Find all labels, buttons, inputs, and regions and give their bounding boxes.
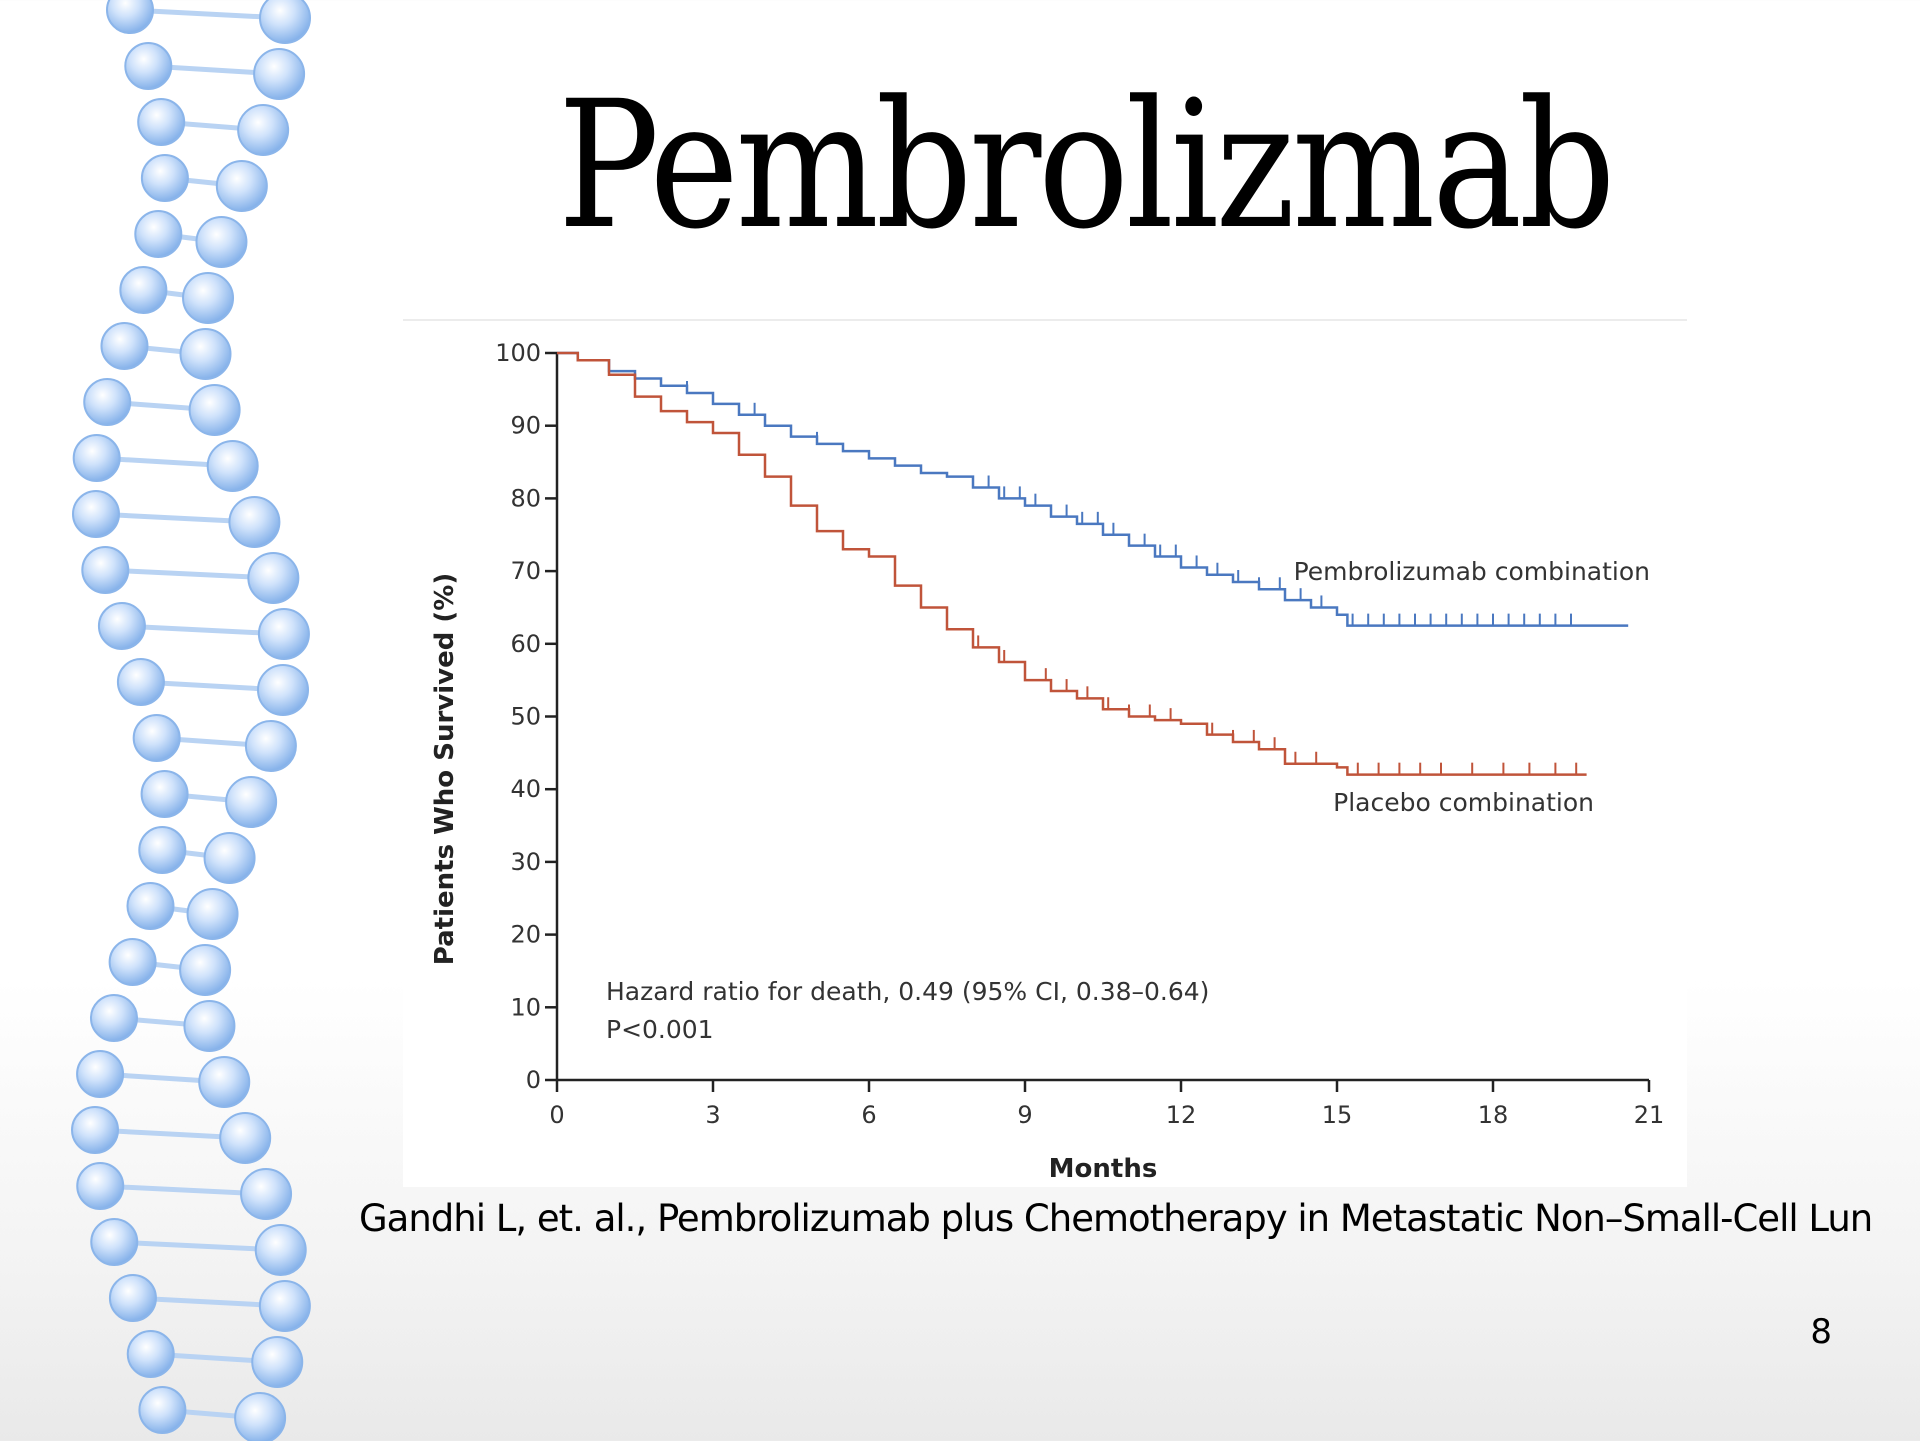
dna-node	[138, 826, 187, 874]
x-tick-label: 9	[1017, 1101, 1032, 1129]
y-tick-label: 60	[510, 630, 541, 658]
dna-node	[219, 1112, 272, 1164]
y-tick-label: 70	[510, 557, 541, 585]
dna-node	[116, 658, 165, 706]
dna-node	[140, 154, 189, 202]
x-tick-label: 0	[549, 1101, 564, 1129]
dna-node	[83, 378, 132, 426]
dna-node	[132, 714, 181, 762]
placebo-survival-curve	[557, 351, 1587, 776]
dna-rung	[105, 567, 274, 581]
y-tick-label: 40	[510, 775, 541, 803]
dna-node	[124, 42, 173, 90]
dna-node	[234, 1392, 287, 1441]
dna-node	[126, 1330, 175, 1378]
dna-node	[89, 994, 138, 1042]
x-tick-label: 3	[705, 1101, 720, 1129]
dna-node	[100, 322, 149, 370]
y-tick-label: 30	[510, 848, 541, 876]
dna-node	[106, 0, 154, 34]
dna-node	[237, 104, 290, 156]
dna-node	[126, 882, 175, 930]
hazard-ratio-annotation: Hazard ratio for death, 0.49 (95% CI, 0.…	[606, 977, 1209, 1006]
dna-node	[81, 546, 130, 594]
y-tick-label: 50	[510, 703, 541, 731]
dna-node	[188, 384, 241, 436]
dna-node	[182, 272, 235, 324]
x-axis-ticks: 0 3 6 9 12 15 18 21	[549, 1080, 1664, 1129]
dna-node	[215, 160, 268, 212]
dna-node	[179, 328, 232, 380]
pembrolizumab-series-label: Pembrolizumab combination	[1294, 557, 1650, 586]
y-tick-label: 100	[495, 339, 541, 367]
dna-node	[253, 48, 306, 100]
dna-node	[247, 552, 300, 604]
survival-chart: 0 10 20 30 40 50 60 70 80 90 100 0 3 6 9 12 15 18 21 Pati…	[430, 339, 1664, 1184]
chart-panel: 0 10 20 30 40 50 60 70 80 90 100 0 3 6 9 12 15 18 21 Pati…	[403, 319, 1687, 1187]
y-tick-label: 10	[510, 993, 541, 1021]
dna-node	[195, 216, 248, 268]
pembrolizumab-survival-curve	[557, 351, 1629, 627]
dna-node	[71, 490, 120, 538]
dna-node	[257, 664, 310, 716]
dna-rung	[100, 1183, 267, 1197]
dna-rung	[114, 1239, 281, 1253]
dna-node	[257, 608, 310, 660]
dna-node	[76, 1050, 125, 1098]
dna-helix-decoration	[71, 0, 311, 1441]
dna-node	[179, 944, 232, 996]
dna-node	[72, 434, 121, 482]
dna-node	[251, 1336, 304, 1388]
dna-node	[203, 832, 256, 884]
dna-node	[97, 602, 146, 650]
dna-node	[108, 1274, 157, 1322]
dna-node	[254, 1224, 307, 1276]
dna-node	[225, 776, 278, 828]
x-tick-label: 18	[1478, 1101, 1509, 1129]
dna-node	[259, 0, 311, 44]
x-tick-label: 21	[1634, 1101, 1665, 1129]
dna-node	[240, 1168, 293, 1220]
x-tick-label: 15	[1322, 1101, 1353, 1129]
citation-text: Gandhi L, et. al., Pembrolizumab plus Ch…	[359, 1197, 1873, 1240]
dna-node	[258, 1280, 311, 1332]
x-axis-title: Months	[1049, 1154, 1158, 1184]
dna-node	[206, 440, 259, 492]
placebo-series-label: Placebo combination	[1333, 788, 1594, 817]
x-tick-label: 6	[861, 1101, 876, 1129]
dna-rung	[95, 511, 255, 525]
y-axis-ticks: 0 10 20 30 40 50 60 70 80 90 100	[495, 339, 557, 1094]
dna-node	[76, 1162, 125, 1210]
y-tick-label: 80	[510, 484, 541, 512]
dna-node	[138, 1386, 187, 1434]
dna-node	[228, 496, 281, 548]
dna-node	[90, 1218, 139, 1266]
p-value-annotation: P<0.001	[606, 1015, 714, 1044]
dna-node	[108, 938, 157, 986]
dna-node	[137, 98, 186, 146]
dna-node	[71, 1106, 120, 1154]
dna-node	[244, 720, 297, 772]
y-axis-title: Patients Who Survived (%)	[430, 573, 460, 965]
page-number: 8	[1810, 1312, 1832, 1352]
y-tick-label: 0	[526, 1066, 541, 1094]
chart-axes: 0 10 20 30 40 50 60 70 80 90 100 0 3 6 9 12 15 18 21	[495, 339, 1664, 1129]
dna-node	[198, 1056, 251, 1108]
y-tick-label: 20	[510, 921, 541, 949]
slide-title: Pembrolizmab	[557, 63, 1616, 268]
y-tick-label: 90	[510, 412, 541, 440]
dna-node	[140, 770, 189, 818]
x-tick-label: 12	[1166, 1101, 1197, 1129]
dna-rung	[121, 623, 285, 637]
dna-node	[119, 266, 168, 314]
dna-node	[183, 1000, 236, 1052]
dna-node	[134, 210, 183, 258]
dna-node	[186, 888, 239, 940]
chart-series	[557, 351, 1629, 776]
